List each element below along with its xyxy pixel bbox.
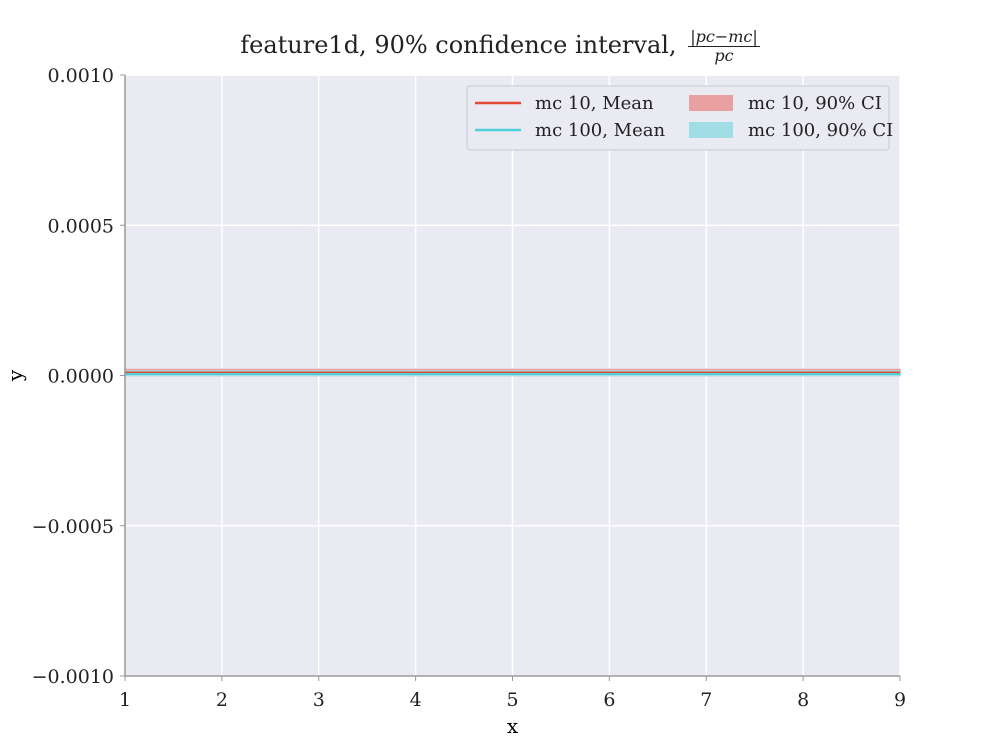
- legend: mc 10, Mean mc 100, Mean mc 10, 90% CI mc 1…: [466, 85, 893, 151]
- x-axis-label: x: [507, 714, 519, 738]
- x-tick-label: 2: [216, 689, 228, 711]
- chart-title-fraction-numerator: |pc−mc|: [688, 27, 760, 47]
- legend-band-swatch: [689, 95, 733, 111]
- y-tick-label: 0.0000: [48, 366, 114, 388]
- x-tick-label: 3: [313, 689, 325, 711]
- legend-label: mc 100, 90% CI: [748, 120, 893, 141]
- y-tick-label: −0.0005: [32, 516, 114, 538]
- legend-label: mc 100, Mean: [535, 120, 665, 141]
- legend-box: [466, 85, 890, 151]
- x-tick-label: 5: [506, 689, 518, 711]
- chart-title: feature1d, 90% confidence interval, |pc−…: [0, 28, 1000, 65]
- y-tick-label: 0.0005: [48, 215, 114, 237]
- axes: [120, 74, 901, 681]
- legend-label: mc 10, 90% CI: [748, 93, 882, 114]
- x-tick-label: 7: [700, 689, 712, 711]
- chart-title-text: feature1d, 90% confidence interval,: [240, 31, 677, 59]
- tick-labels: 1 2 3 4 5 6 7 8 9 −0.0010 −0.0005 0.0000 0.0005 0.001…: [32, 65, 906, 711]
- x-tick-label: 6: [603, 689, 615, 711]
- y-tick-label: 0.0010: [48, 65, 114, 87]
- x-tick-label: 4: [410, 689, 422, 711]
- legend-band-swatch: [689, 122, 733, 138]
- y-tick-label: −0.0010: [32, 666, 114, 688]
- chart-title-fraction: |pc−mc| pc: [688, 28, 760, 65]
- chart-title-fraction-denominator: pc: [714, 46, 734, 65]
- mean-lines: [125, 371, 900, 375]
- x-tick-label: 8: [797, 689, 809, 711]
- x-tick-label: 9: [894, 689, 906, 711]
- x-tick-label: 1: [119, 689, 131, 711]
- legend-label: mc 10, Mean: [535, 93, 654, 114]
- y-axis-label: y: [3, 369, 27, 382]
